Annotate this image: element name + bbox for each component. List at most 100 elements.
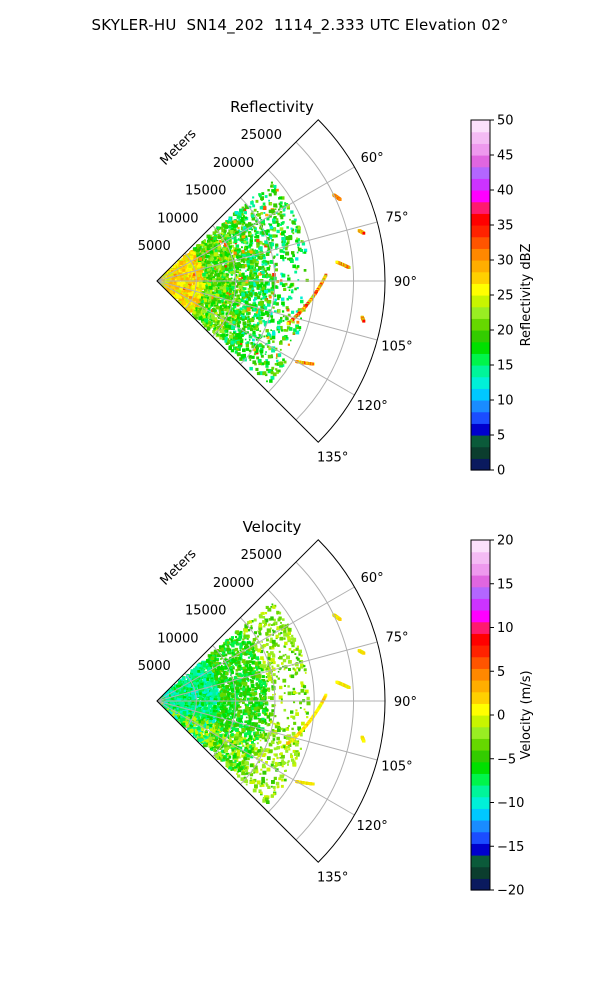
azimuth-tick-label: 60°: [361, 571, 384, 586]
colorbar-segment: [471, 668, 490, 681]
range-tick-label: 5000: [138, 239, 171, 254]
azimuth-tick-label: 90°: [394, 695, 417, 710]
colorbar-segment: [471, 703, 490, 716]
azimuth-spoke: [156, 586, 355, 702]
colorbar-tick-label: 50: [497, 114, 514, 129]
colorbar-segment: [471, 120, 490, 133]
colorbar-segment: [471, 271, 490, 284]
colorbar-tick-label: −10: [497, 796, 524, 811]
colorbar-tick-label: 25: [497, 289, 514, 304]
colorbar-segment: [471, 248, 490, 261]
colorbar-segment: [471, 353, 490, 366]
colorbar-segment: [471, 423, 490, 436]
colorbar-segment: [471, 738, 490, 751]
colorbar-segment: [471, 633, 490, 646]
colorbar-segment: [471, 808, 490, 821]
colorbar-segment: [471, 376, 490, 389]
colorbar-segment: [471, 283, 490, 296]
colorbar: 0 5 10 15 20 25 30 35 40 45 50 Reflectivity dBZ: [470, 114, 534, 479]
azimuth-spoke: [156, 280, 378, 341]
range-tick-label: 10000: [157, 631, 198, 646]
colorbar-tick-label: 30: [497, 254, 514, 269]
colorbar-tick-label: 40: [497, 184, 514, 199]
colorbar-tick-label: 0: [497, 464, 505, 479]
range-tick-label: 25000: [241, 548, 282, 563]
colorbar-tick-label: −20: [497, 884, 524, 899]
colorbar-segment: [471, 645, 490, 658]
azimuth-tick-label: 105°: [381, 759, 412, 774]
colorbar-tick-label: 5: [497, 429, 505, 444]
colorbar-label: Reflectivity dBZ: [519, 244, 534, 347]
colorbar-segment: [471, 715, 490, 728]
colorbar-segment: [471, 831, 490, 844]
range-tick-label: 5000: [138, 659, 171, 674]
colorbar-segment: [471, 855, 490, 868]
azimuth-tick-label: 60°: [361, 151, 384, 166]
azimuth-tick-label: 75°: [385, 211, 408, 226]
colorbar-segment: [471, 388, 490, 401]
colorbar-segment: [471, 820, 490, 833]
colorbar-tick-label: 10: [497, 621, 514, 636]
colorbar-segment: [471, 866, 490, 879]
colorbar-segment: [471, 213, 490, 226]
colorbar-segment: [471, 178, 490, 191]
colorbar-segment: [471, 201, 490, 214]
colorbar-segment: [471, 260, 490, 273]
colorbar-segment: [471, 400, 490, 413]
colorbar-segment: [471, 295, 490, 308]
colorbar-tick-label: 45: [497, 149, 514, 164]
colorbar-tick-label: 0: [497, 709, 505, 724]
colorbar-segment: [471, 155, 490, 168]
colorbar-tick-label: −5: [497, 752, 516, 767]
colorbar-label: Velocity (m/s): [519, 670, 534, 759]
colorbar-segment: [471, 691, 490, 704]
colorbar-segment: [471, 446, 490, 459]
colorbar-segment: [471, 458, 490, 471]
azimuth-spoke: [156, 700, 355, 816]
radial-axis-label: Meters: [158, 126, 200, 168]
azimuth-spoke: [156, 221, 378, 282]
colorbar: −20 −15 −10 −5 0 5 10 15 20 Velocity (m/s): [470, 534, 534, 899]
colorbar-segment: [471, 131, 490, 144]
colorbar-segment: [471, 330, 490, 343]
colorbar-segment: [471, 843, 490, 856]
colorbar-segment: [471, 750, 490, 763]
radial-axis-label: Meters: [158, 546, 200, 588]
colorbar-tick-label: 15: [497, 577, 514, 592]
azimuth-tick-label: 120°: [356, 819, 387, 834]
colorbar-segment: [471, 680, 490, 693]
colorbar-tick-label: 5: [497, 665, 505, 680]
range-tick-label: 20000: [213, 156, 254, 171]
velocity-panel: Velocity 5000 10000 15000 20000 25000 Meters 60…: [138, 518, 534, 899]
colorbar-segment: [471, 563, 490, 576]
range-tick-label: 15000: [185, 604, 226, 619]
colorbar-segment: [471, 236, 490, 249]
azimuth-tick-label: 135°: [317, 871, 348, 886]
azimuth-tick-label: 75°: [385, 631, 408, 646]
colorbar-segment: [471, 621, 490, 634]
azimuth-tick-label: 105°: [381, 339, 412, 354]
range-tick-label: 20000: [213, 576, 254, 591]
range-tick-label: 10000: [157, 211, 198, 226]
colorbar-segment: [471, 435, 490, 448]
colorbar-segment: [471, 365, 490, 378]
colorbar-segment: [471, 411, 490, 424]
colorbar-tick-label: 20: [497, 534, 514, 549]
reflectivity-panel: Reflectivity 5000 10000 15000 20000 25000 Mete…: [138, 98, 534, 479]
colorbar-segment: [471, 341, 490, 354]
colorbar-segment: [471, 190, 490, 203]
azimuth-tick-label: 90°: [394, 275, 417, 290]
colorbar-segment: [471, 318, 490, 331]
colorbar-tick-label: 10: [497, 394, 514, 409]
colorbar-segment: [471, 575, 490, 588]
colorbar-segment: [471, 610, 490, 623]
colorbar-segment: [471, 551, 490, 564]
colorbar-segment: [471, 143, 490, 156]
colorbar-segment: [471, 656, 490, 669]
azimuth-spoke: [156, 700, 378, 761]
colorbar-tick-label: 20: [497, 324, 514, 339]
colorbar-tick-label: 15: [497, 359, 514, 374]
azimuth-tick-label: 120°: [356, 399, 387, 414]
sector-frame: [156, 119, 386, 443]
